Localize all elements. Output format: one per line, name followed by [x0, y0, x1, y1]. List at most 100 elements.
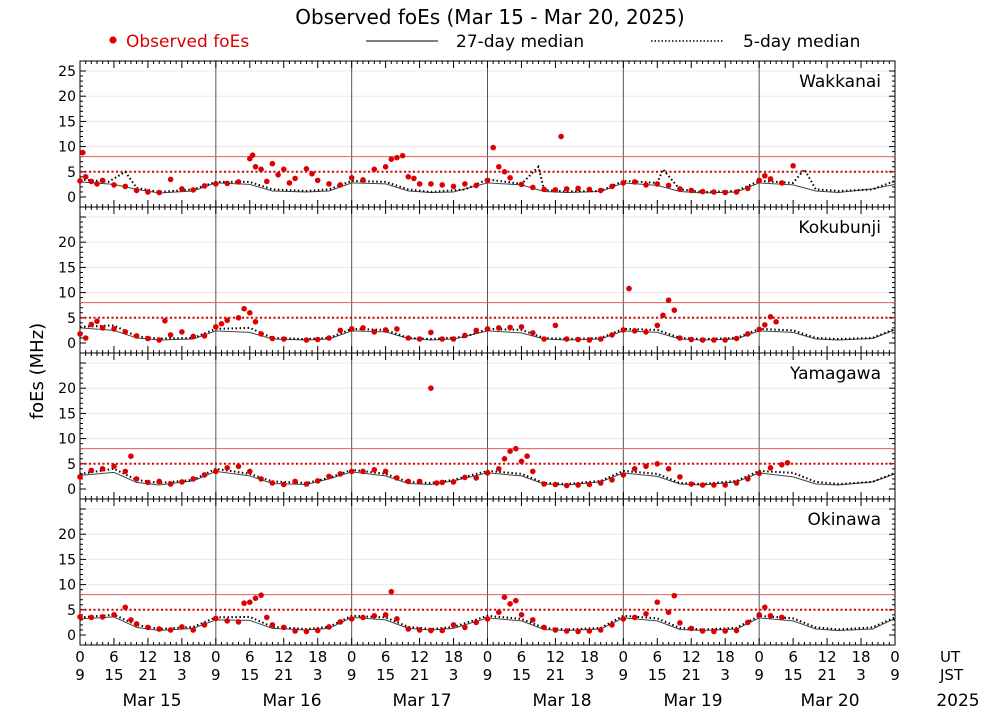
observed-point: [563, 336, 570, 342]
year-label: 2025: [936, 691, 979, 711]
observed-point: [275, 172, 281, 178]
observed-point: [530, 468, 536, 475]
observed-point: [88, 321, 95, 328]
observed-point: [439, 479, 446, 486]
observed-point: [122, 183, 129, 190]
observed-point: [620, 472, 627, 478]
observed-point: [348, 175, 355, 181]
observed-point: [235, 315, 242, 321]
observed-point: [218, 321, 225, 327]
panel-kokubunji: 0 5 10 15 20 Kokubunji: [58, 206, 896, 354]
observed-point: [162, 318, 168, 324]
observed-point: [597, 480, 604, 486]
day-label: Mar 20: [800, 691, 859, 711]
observed-point: [450, 622, 457, 628]
observed-point: [711, 482, 717, 488]
observed-point: [501, 594, 508, 600]
observed-point: [94, 181, 100, 187]
observed-point: [462, 624, 468, 631]
observed-point: [473, 327, 480, 334]
observed-point: [77, 331, 83, 337]
jst-tick-label: 3: [856, 666, 866, 684]
observed-point: [530, 617, 536, 623]
observed-point: [201, 472, 208, 478]
observed-point: [756, 326, 762, 333]
observed-point: [575, 628, 581, 635]
observed-point: [597, 627, 604, 633]
observed-point: [654, 599, 661, 605]
observed-point: [179, 624, 185, 630]
observed-point: [77, 178, 83, 184]
observed-point: [563, 186, 570, 192]
observed-point: [258, 592, 264, 598]
ut-tick-label: 0: [483, 648, 493, 666]
jst-tick-label: 9: [483, 666, 493, 684]
observed-point: [99, 614, 106, 620]
day-label: Mar 15: [122, 691, 181, 711]
jst-tick-label: 3: [585, 666, 595, 684]
observed-point: [213, 181, 219, 187]
jst-tick-label: 15: [512, 666, 531, 684]
observed-point: [82, 335, 89, 341]
observed-point: [462, 474, 468, 481]
observed-point: [699, 482, 706, 488]
observed-point: [575, 185, 581, 192]
ut-axis-label: UT: [940, 648, 961, 666]
observed-point: [733, 480, 740, 486]
ut-tick-label: 0: [75, 648, 85, 666]
observed-point: [473, 475, 480, 481]
observed-point: [360, 614, 366, 621]
observed-point: [518, 458, 525, 465]
ut-tick-label: 18: [580, 648, 599, 666]
observed-point: [552, 481, 559, 488]
observed-point: [450, 479, 457, 485]
observed-point: [337, 471, 344, 477]
observed-point: [264, 614, 270, 621]
observed-point: [711, 628, 717, 635]
observed-point: [241, 305, 247, 312]
observed-point: [586, 337, 593, 343]
observed-point: [677, 474, 683, 480]
observed-point: [411, 175, 417, 182]
observed-point: [501, 456, 508, 462]
observed-point: [314, 336, 321, 343]
y-tick-label: 5: [67, 603, 76, 619]
observed-point: [394, 616, 400, 622]
observed-point: [484, 470, 491, 476]
observed-point: [507, 324, 513, 331]
observed-point: [258, 331, 264, 337]
observed-point: [597, 187, 604, 194]
observed-point: [337, 619, 344, 625]
observed-point: [507, 175, 513, 181]
observed-point: [111, 612, 117, 618]
observed-point: [111, 326, 117, 332]
observed-point: [552, 187, 559, 193]
observed-point: [99, 325, 106, 331]
observed-point: [665, 182, 672, 189]
panel-yamagawa: 0 5 10 15 20 Yamagawa: [58, 352, 896, 500]
observed-point: [428, 385, 434, 392]
observed-point: [767, 465, 774, 471]
observed-point: [303, 628, 310, 635]
observed-point: [145, 479, 151, 486]
jst-tick-label: 21: [546, 666, 565, 684]
observed-point: [77, 614, 83, 620]
ut-tick-label: 6: [653, 648, 663, 666]
observed-point: [99, 177, 106, 184]
ut-tick-label: 6: [517, 648, 527, 666]
y-tick-label: 15: [58, 260, 76, 276]
observed-point: [394, 475, 400, 481]
observed-point: [371, 613, 378, 619]
jst-tick-label: 21: [818, 666, 837, 684]
y-tick-label: 0: [67, 628, 76, 644]
observed-point: [620, 327, 627, 333]
observed-point: [507, 601, 513, 607]
observed-point: [586, 481, 593, 488]
observed-point: [258, 166, 264, 173]
panel-wakkanai: 0 5 10 15 20 25 Wakkanai: [58, 60, 896, 208]
ut-tick-label: 12: [274, 648, 293, 666]
y-axis-label: foEs (MHz): [27, 323, 48, 419]
station-name: Okinawa: [808, 510, 881, 530]
observed-point: [496, 164, 502, 170]
observed-point: [756, 470, 762, 477]
